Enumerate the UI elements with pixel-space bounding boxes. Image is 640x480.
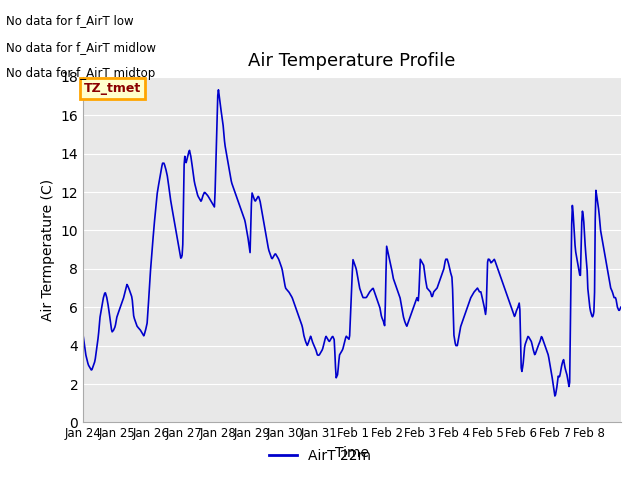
Title: Air Temperature Profile: Air Temperature Profile <box>248 52 456 70</box>
Text: No data for f_AirT midtop: No data for f_AirT midtop <box>6 67 156 80</box>
Text: No data for f_AirT low: No data for f_AirT low <box>6 14 134 27</box>
Y-axis label: Air Termperature (C): Air Termperature (C) <box>41 179 55 321</box>
X-axis label: Time: Time <box>335 446 369 460</box>
Text: TZ_tmet: TZ_tmet <box>84 82 141 95</box>
Text: No data for f_AirT midlow: No data for f_AirT midlow <box>6 41 156 54</box>
Legend: AirT 22m: AirT 22m <box>264 443 376 468</box>
